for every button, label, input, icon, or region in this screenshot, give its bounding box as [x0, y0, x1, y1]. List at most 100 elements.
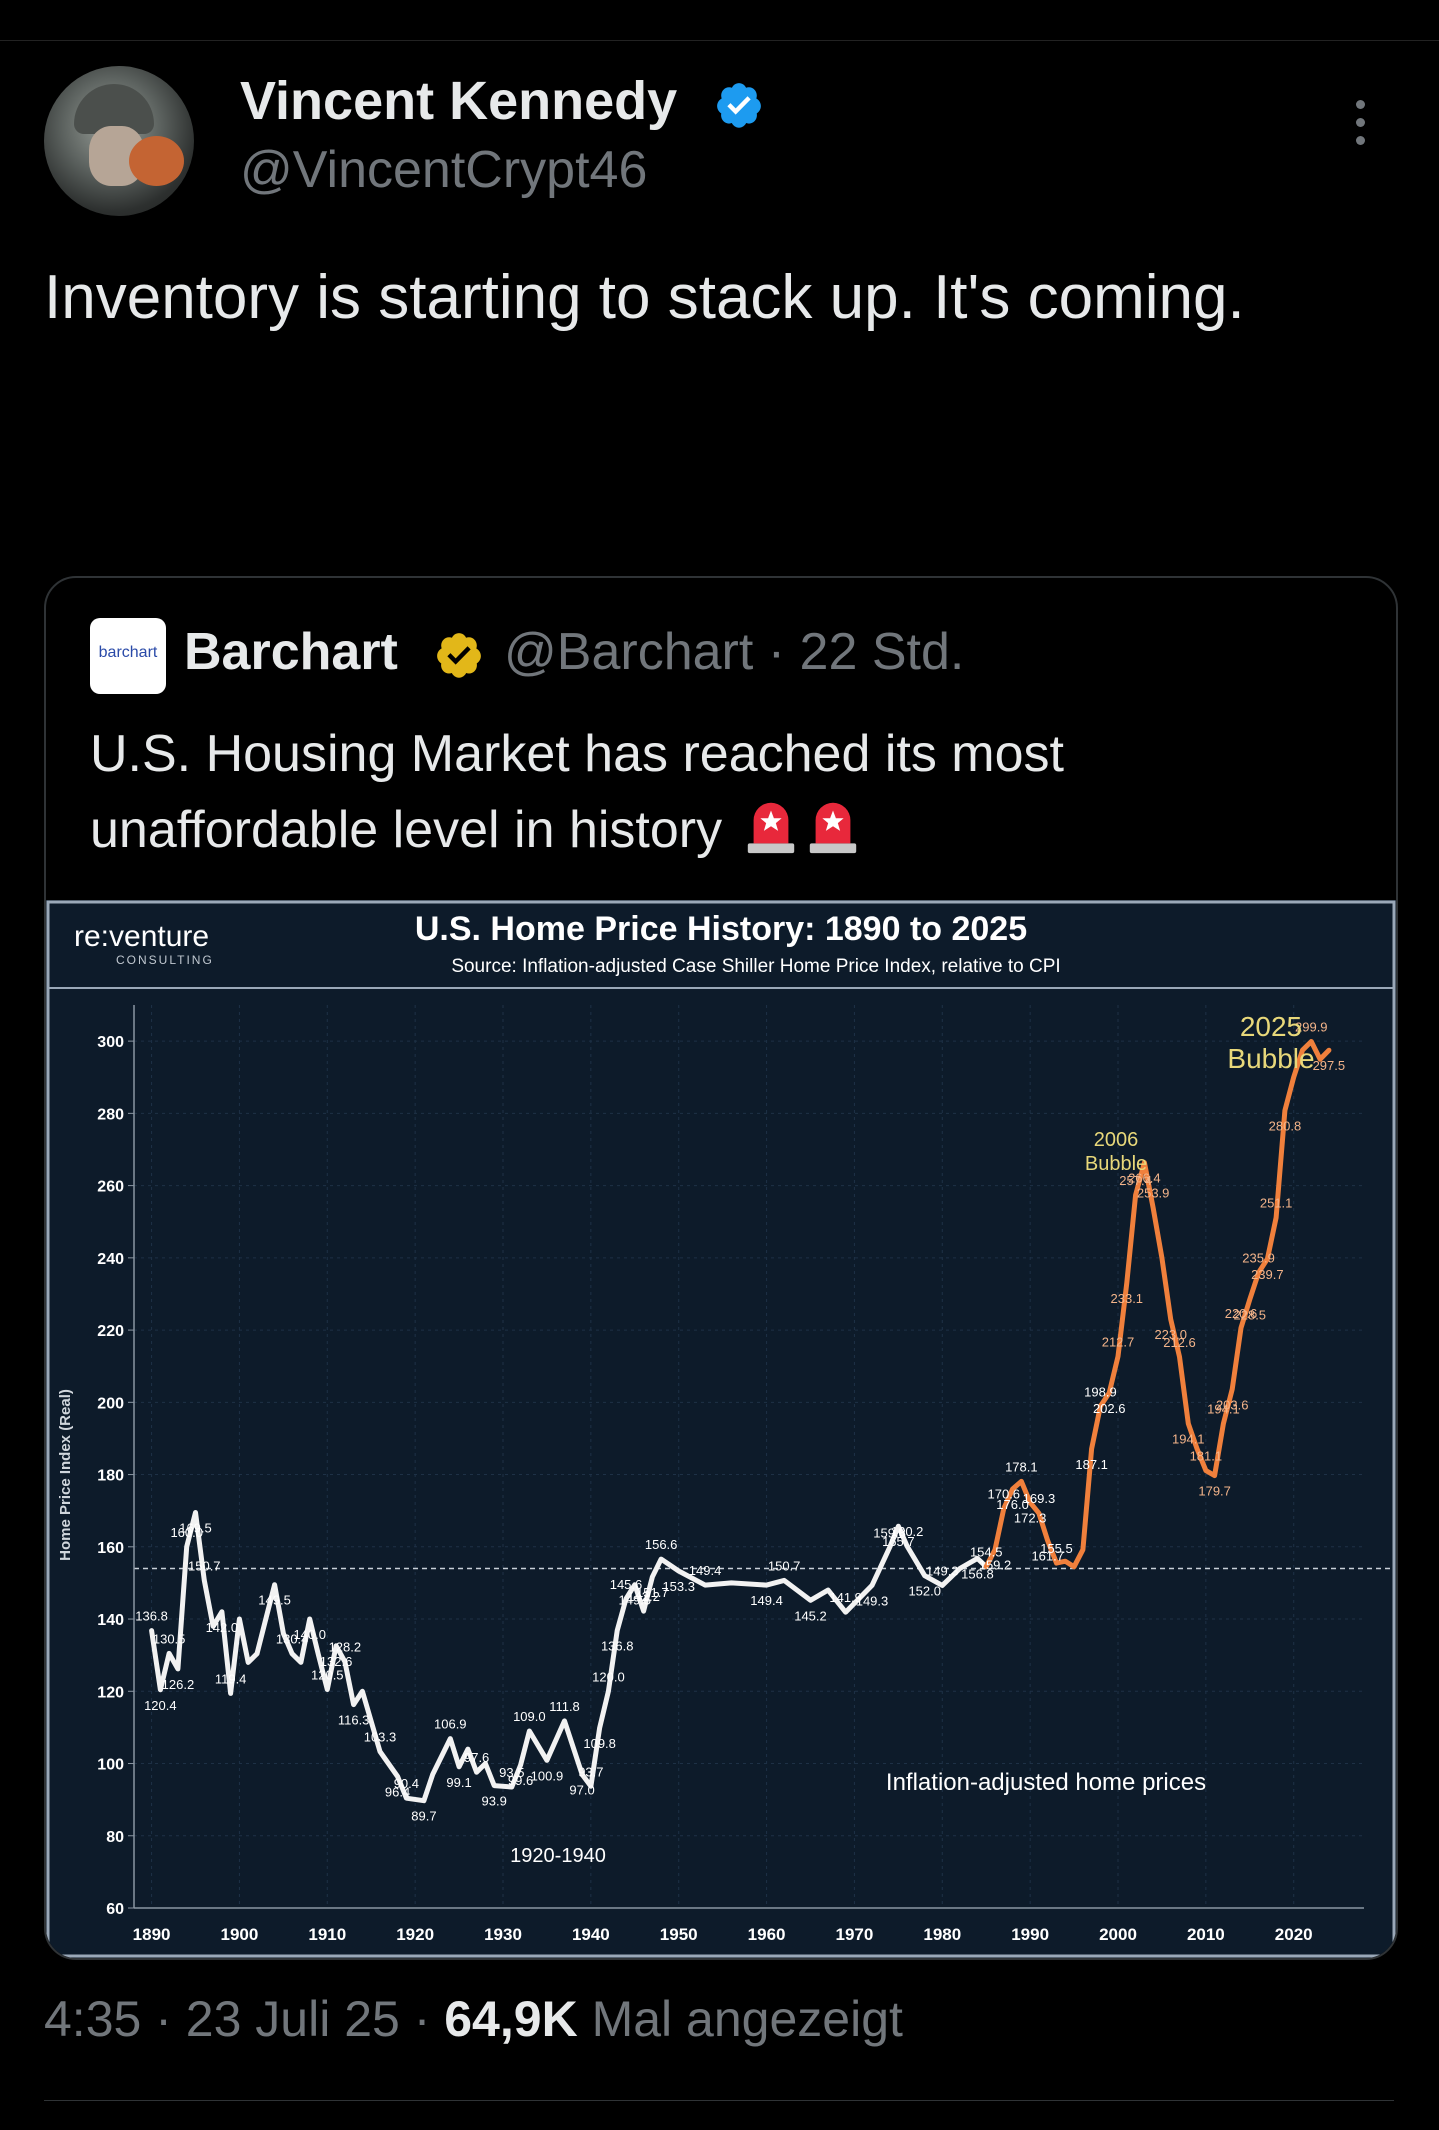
data-label: 156.6: [645, 1537, 678, 1552]
data-label: 116.3: [338, 1713, 370, 1728]
verified-badge-icon: [717, 83, 761, 128]
data-label: 235.9: [1242, 1251, 1275, 1266]
annotation-2025: 2025: [1240, 1011, 1302, 1042]
y-tick-label: 180: [97, 1468, 124, 1485]
y-tick-label: 100: [97, 1757, 124, 1774]
data-label: 194.1: [1207, 1402, 1240, 1417]
annotation-2006-bubble: Bubble: [1085, 1153, 1147, 1175]
data-label: 155.5: [1040, 1541, 1073, 1556]
y-tick-label: 200: [97, 1395, 124, 1412]
y-tick-label: 240: [97, 1251, 124, 1268]
x-tick-label: 1900: [221, 1925, 259, 1944]
data-label: 251.1: [1260, 1196, 1293, 1211]
data-label: 99.1: [446, 1775, 471, 1790]
x-tick-label: 1940: [572, 1925, 610, 1944]
data-label: 136.8: [601, 1639, 634, 1654]
chart-title: U.S. Home Price History: 1890 to 2025: [415, 910, 1027, 948]
data-label: 149.4: [750, 1593, 783, 1608]
y-tick-label: 80: [106, 1829, 124, 1846]
data-label: 194.1: [1172, 1432, 1205, 1447]
data-label: 149.3: [856, 1593, 889, 1608]
data-label: 128.2: [329, 1640, 362, 1655]
y-tick-label: 60: [106, 1901, 124, 1918]
data-label: 111.8: [549, 1699, 580, 1714]
data-label: 93.7: [578, 1764, 603, 1779]
quoted-tweet[interactable]: barchart Barchart @Barchart · 22 Std. U.…: [44, 576, 1398, 1960]
data-label: 142.2: [627, 1589, 660, 1604]
x-tick-label: 1920: [396, 1925, 434, 1944]
data-label: 149.5: [258, 1593, 291, 1608]
chart-subtitle: Source: Inflation-adjusted Case Shiller …: [451, 956, 1060, 977]
data-label: 228.5: [1234, 1307, 1267, 1322]
view-count: 64,9K: [444, 1991, 578, 2047]
data-label: 97.0: [569, 1782, 594, 1797]
author-handle[interactable]: @VincentCrypt46: [240, 141, 648, 199]
data-label: 106.9: [434, 1717, 467, 1732]
data-label: 109.8: [583, 1736, 616, 1751]
data-label: 120.0: [592, 1669, 625, 1684]
data-label: 156.8: [961, 1566, 994, 1581]
data-label: 178.1: [1005, 1459, 1038, 1474]
more-options-icon[interactable]: [1340, 100, 1380, 160]
rotating-light-icon: [747, 802, 794, 854]
data-label: 165.7: [882, 1534, 915, 1549]
data-label: 103.3: [364, 1730, 397, 1745]
data-label: 96.4: [385, 1785, 410, 1800]
data-label: 149.4: [689, 1563, 722, 1578]
data-label: 280.8: [1269, 1118, 1302, 1133]
data-label: 253.9: [1137, 1186, 1170, 1201]
data-label: 152.0: [908, 1584, 941, 1599]
data-label: 220.6: [1225, 1306, 1258, 1321]
data-label: 179.7: [1198, 1484, 1231, 1499]
data-label: 136.8: [135, 1609, 168, 1624]
quote-author-name: Barchart: [184, 623, 398, 681]
rotating-light-icon: [809, 802, 856, 854]
data-label: 140.0: [293, 1627, 326, 1642]
author-name[interactable]: Vincent Kennedy: [240, 71, 678, 131]
annotation-2025-bubble: Bubble: [1227, 1043, 1314, 1074]
data-label: 120.4: [144, 1698, 177, 1713]
chart-brand: re:venture: [74, 920, 209, 953]
data-label: 90.4: [394, 1776, 419, 1791]
data-label: 149.5: [619, 1593, 652, 1608]
x-tick-label: 2010: [1187, 1925, 1225, 1944]
view-label: Mal angezeigt: [591, 1991, 903, 2047]
data-label: 187.1: [1075, 1457, 1108, 1472]
avatar[interactable]: [44, 66, 194, 216]
y-tick-label: 300: [97, 1034, 124, 1051]
data-label: 153.3: [662, 1579, 695, 1594]
barchart-logo: barchart: [90, 618, 166, 694]
data-label: 203.6: [1216, 1397, 1249, 1412]
top-divider: [0, 40, 1439, 41]
data-label: 109.0: [513, 1709, 546, 1724]
data-label: 239.7: [1251, 1267, 1284, 1282]
chart-image[interactable]: re:venture CONSULTING U.S. Home Price Hi…: [46, 900, 1396, 1958]
y-axis-label: Home Price Index (Real): [57, 1389, 74, 1561]
x-tick-label: 1960: [748, 1925, 786, 1944]
data-label: 159.8: [873, 1526, 906, 1541]
quote-handle-time: @Barchart · 22 Std.: [504, 623, 965, 681]
tweet-text: Inventory is starting to stack up. It's …: [44, 263, 1245, 332]
data-label: 172.3: [1014, 1510, 1047, 1525]
y-tick-label: 260: [97, 1179, 124, 1196]
tweet-time[interactable]: 4:35: [44, 1991, 142, 2047]
data-label: 145.6: [610, 1577, 643, 1592]
data-label: 130.5: [153, 1631, 186, 1646]
series-line-1: [983, 1039, 1332, 1570]
data-label: 149.3: [926, 1563, 959, 1578]
data-label: 257.4: [1119, 1173, 1152, 1188]
data-label: 151.7: [636, 1585, 669, 1600]
data-label: 223.0: [1154, 1327, 1187, 1342]
data-label: 233.1: [1111, 1291, 1144, 1306]
data-label: 169.5: [179, 1520, 212, 1535]
data-label: 176.0: [996, 1497, 1029, 1512]
x-tick-label: 2000: [1099, 1925, 1137, 1944]
data-label: 169.3: [1023, 1491, 1056, 1506]
data-label: 198.9: [1084, 1384, 1117, 1399]
data-label: 100.9: [531, 1768, 564, 1783]
x-tick-label: 1990: [1011, 1925, 1049, 1944]
data-label: 145.2: [794, 1608, 827, 1623]
data-label: 130.4: [276, 1632, 309, 1647]
quote-text: U.S. Housing Market has reached its most…: [90, 725, 1064, 859]
tweet-date[interactable]: 23 Juli 25: [185, 1991, 400, 2047]
